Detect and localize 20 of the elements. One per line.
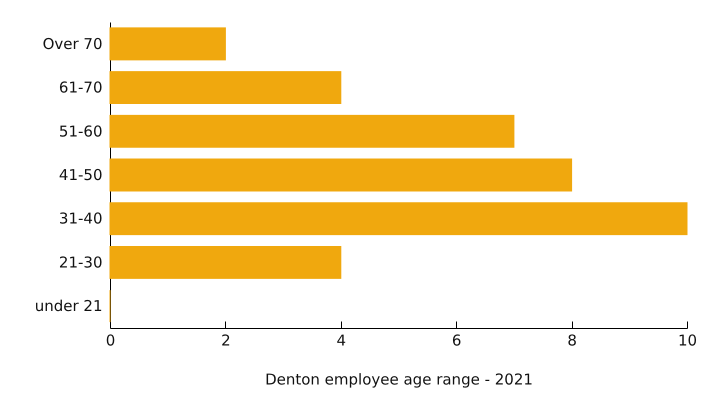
x-tick-label: 0 bbox=[106, 332, 116, 350]
bar bbox=[110, 114, 514, 148]
y-tick-label: 51-60 bbox=[58, 122, 102, 140]
x-tick-label: 8 bbox=[567, 332, 577, 350]
y-tick-label: Over 70 bbox=[42, 34, 102, 53]
x-tick-label: 10 bbox=[678, 332, 698, 350]
bar bbox=[110, 202, 688, 236]
y-tick-label: 41-50 bbox=[58, 166, 102, 184]
y-tick-label: 31-40 bbox=[58, 210, 102, 228]
x-tick-label: 2 bbox=[221, 332, 231, 350]
bar bbox=[110, 246, 342, 279]
bar bbox=[110, 27, 226, 60]
y-tick-label: under 21 bbox=[34, 297, 102, 316]
x-tick-label: 4 bbox=[336, 332, 346, 350]
y-tick-label: 61-70 bbox=[58, 78, 102, 97]
bar bbox=[110, 158, 572, 192]
x-axis-title: Denton employee age range - 2021 bbox=[265, 370, 533, 388]
y-tick-label: 21-30 bbox=[58, 253, 102, 272]
x-tick-label: 6 bbox=[452, 332, 462, 350]
bar bbox=[110, 71, 342, 104]
